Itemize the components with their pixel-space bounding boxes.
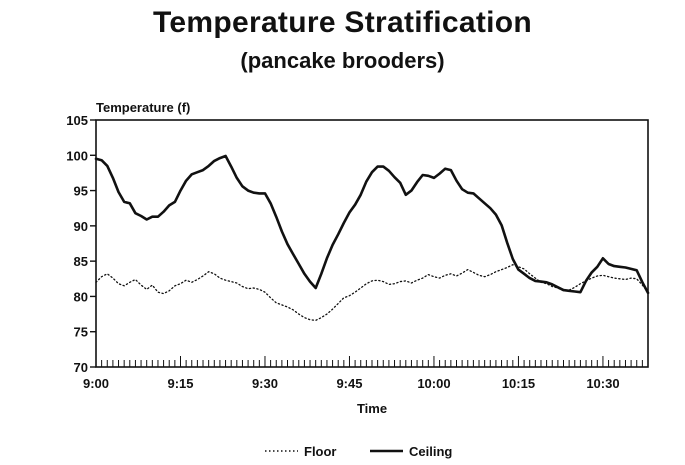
y-tick-label: 100: [66, 148, 88, 163]
x-tick-label: 10:15: [502, 376, 535, 391]
chart-title: Temperature Stratification: [153, 6, 532, 39]
y-tick-label: 105: [66, 113, 88, 128]
series-line-floor: [95, 264, 649, 322]
y-tick-label: 90: [74, 219, 88, 234]
x-tick-label: 10:00: [417, 376, 450, 391]
y-axis-title: Temperature (f): [96, 100, 190, 115]
x-tick-label: 9:45: [336, 376, 362, 391]
x-axis-title: Time: [357, 401, 387, 416]
y-tick-label: 85: [74, 254, 88, 269]
chart-subtitle: (pancake brooders): [240, 48, 445, 73]
y-tick-label: 70: [74, 360, 88, 375]
x-tick-label: 9:15: [167, 376, 193, 391]
y-tick-label: 95: [74, 184, 88, 199]
plot-frame: [95, 119, 649, 368]
series-line-ceiling: [94, 154, 650, 295]
x-tick-label: 10:30: [586, 376, 619, 391]
legend-label-ceiling: Ceiling: [409, 444, 452, 459]
legend: Floor Ceiling: [265, 444, 452, 459]
x-tick-label: 9:00: [83, 376, 109, 391]
y-tick-label: 80: [74, 289, 88, 304]
legend-label-floor: Floor: [304, 444, 337, 459]
y-tick-label: 75: [74, 325, 88, 340]
x-tick-label: 9:30: [252, 376, 278, 391]
